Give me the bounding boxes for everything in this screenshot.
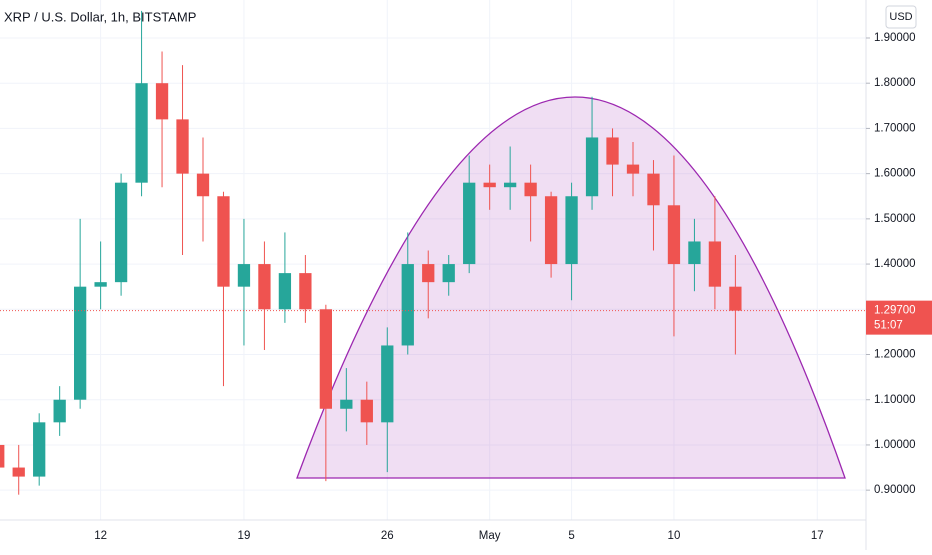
candle-body [708,241,722,287]
x-tick-label: 12 [94,530,107,542]
candle-body [647,173,660,206]
x-tick-label: 17 [811,530,824,542]
candle-body [135,83,148,183]
candle-body [340,399,353,409]
chart-title: XRP / U.S. Dollar, 1h, BITSTAMP [4,9,196,24]
candle-body [94,282,107,287]
candle-body [422,264,435,283]
candle-body [258,264,271,310]
arc-drawing [296,96,846,479]
y-tick-label: 1.00000 [874,439,916,451]
candle-body [299,273,312,310]
candle-body [0,444,5,468]
y-tick-label: 1.80000 [874,77,916,89]
candle-body [524,182,537,197]
candle-body [667,205,681,265]
candle-body [53,399,66,423]
candle-body [237,264,251,287]
countdown-label: 51:07 [874,320,903,332]
candle-body [606,137,619,165]
y-tick-label: 1.50000 [874,213,916,225]
x-tick-label: 19 [238,530,251,542]
currency-button[interactable] [885,5,917,29]
candle-body [544,196,558,265]
y-tick-label: 0.90000 [874,484,916,496]
candles [0,10,742,495]
y-tick-label: 1.10000 [874,394,916,406]
candle-body [278,273,292,310]
candle-body [114,182,128,283]
candle-body [729,286,742,311]
x-tick-label: 10 [668,530,681,542]
candle-body [74,286,87,400]
axes: 0.900001.000001.100001.200001.300001.400… [94,32,915,542]
candle-body [504,182,517,188]
candle-body [483,182,496,188]
candle-body [196,173,210,197]
candle-body [217,196,230,287]
last-price-label: 1.29700 [874,305,916,317]
candle-body [381,345,394,423]
x-tick-label: 5 [568,530,574,542]
candle-body [401,264,414,346]
y-tick-label: 1.90000 [874,32,916,44]
y-tick-label: 1.40000 [874,258,916,270]
candle-body [463,182,476,265]
candle-body [626,164,640,174]
candle-body [12,467,25,477]
candle-body [565,196,578,265]
candle-body [360,399,373,423]
candle-body [585,137,599,197]
x-tick-label: May [479,530,501,542]
y-tick-label: 1.70000 [874,122,916,134]
candle-body [33,422,46,477]
x-tick-label: 26 [381,530,394,542]
y-tick-label: 1.60000 [874,168,916,180]
y-tick-label: 1.20000 [874,349,916,361]
last-price-box [866,300,932,335]
candle-body [176,119,189,174]
candle-body [688,241,701,265]
candle-body [319,309,332,409]
candle-body [155,83,169,120]
candle-body [442,264,455,283]
currency-label[interactable]: USD [889,11,912,23]
